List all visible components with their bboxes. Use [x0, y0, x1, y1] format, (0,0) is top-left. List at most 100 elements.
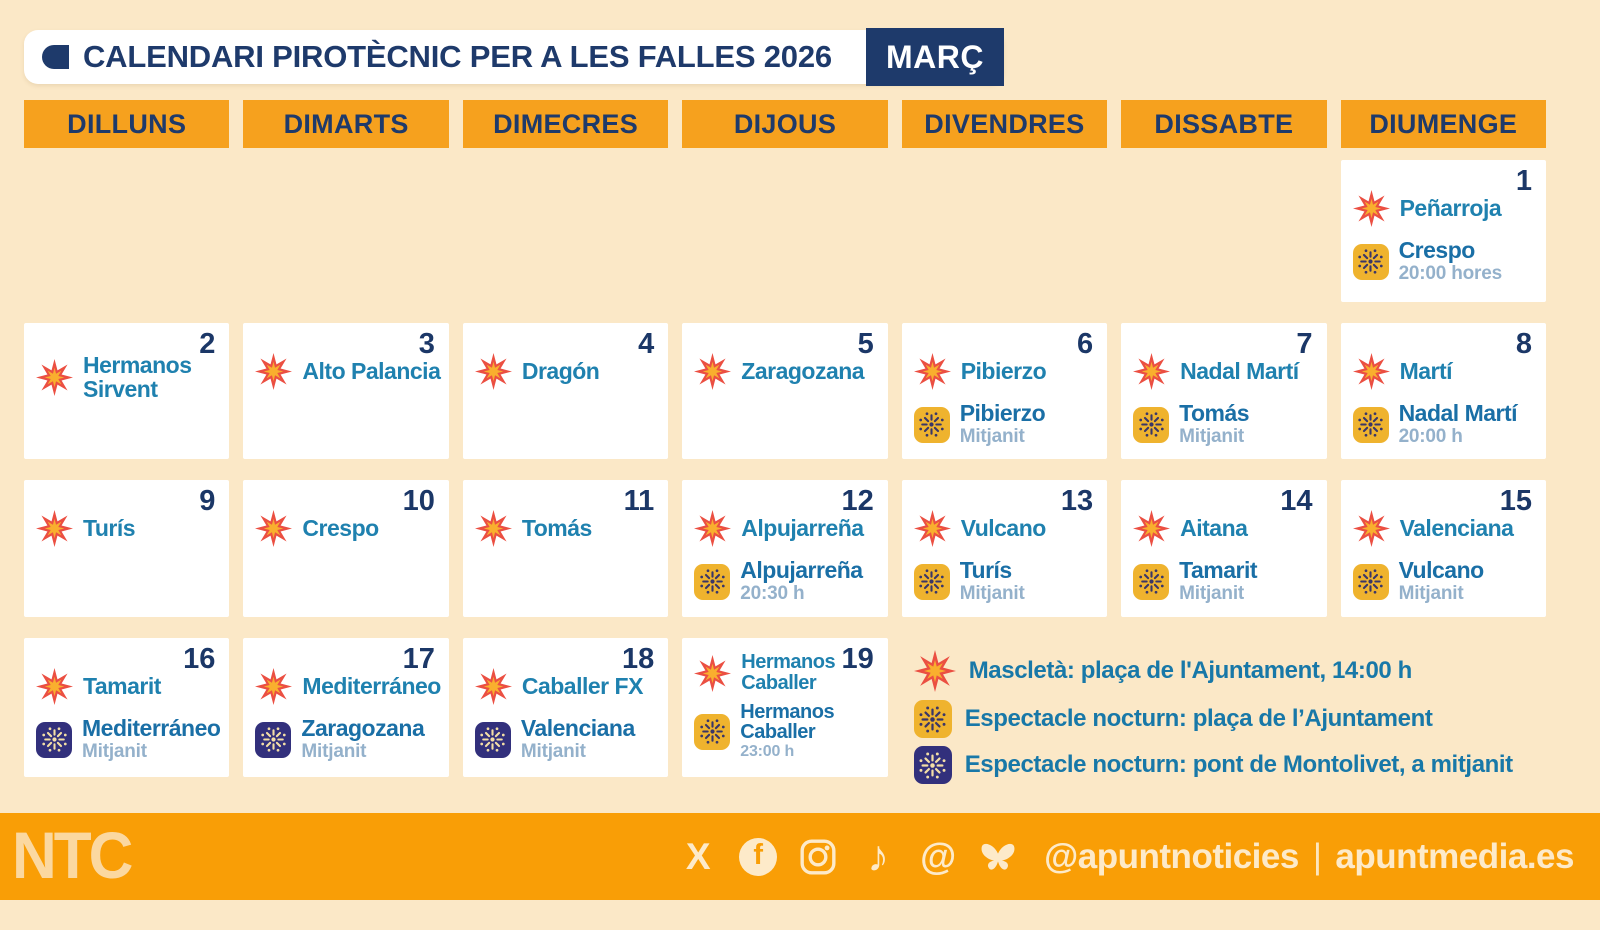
day-cell-17: 17 Mediterráneo Zaragozana Mitjanit: [243, 638, 449, 777]
mascleta-star-icon: [255, 668, 292, 705]
day-cell-8: 8 Martí Nadal Martí 20:00 h: [1340, 323, 1546, 459]
mascleta-event: Tomás: [475, 510, 660, 547]
day-cell-6: 6 Pibierzo Pibierzo Mitjanit: [901, 323, 1108, 459]
nocturn-fireworks-icon: [913, 406, 950, 443]
day-number: 2: [199, 328, 216, 360]
day-cell-3: 3 Alto Palancia: [243, 323, 449, 459]
day-cell-18: 18 Caballer FX Valenciana Mitjanit: [462, 638, 669, 777]
mascleta-star-icon: [1353, 190, 1390, 227]
page-title: CALENDARI PIROTÈCNIC PER A LES FALLES 20…: [83, 39, 832, 74]
website-text: apuntmedia.es: [1335, 836, 1574, 876]
mascleta-star-icon: [914, 353, 951, 390]
month-badge: MARÇ: [866, 28, 1004, 86]
nocturn-fireworks-icon: [1352, 563, 1389, 600]
day-cell-11: 11 Tomás: [462, 480, 669, 617]
weekday-dimarts: DIMARTS: [243, 100, 449, 148]
day-cell-12: 12 Alpujarreña Alpujarreña 20:30 h: [682, 480, 888, 617]
nocturn-event: Zaragozana Mitjanit: [255, 717, 440, 763]
mascleta-star-icon: [36, 359, 73, 396]
nocturn-event: Tomás Mitjanit: [1133, 402, 1318, 448]
nocturn-fireworks-icon: [1133, 406, 1170, 443]
nocturn-event: Alpujarreña 20:30 h: [694, 559, 879, 605]
mascleta-event: Nadal Martí: [1133, 353, 1318, 390]
legend-mascleta: Mascletà: plaça de l'Ajuntament, 14:00 h: [914, 650, 1546, 692]
nocturn-montolivet-icon: [36, 721, 72, 758]
day-number: 3: [418, 328, 435, 360]
legend-nocturn-ajuntament: Espectacle nocturn: plaça de l’Ajuntamen…: [913, 700, 1546, 738]
nocturn-montolivet-icon: [913, 746, 952, 784]
day-cell-2: 2 Hermanos Sirvent: [24, 323, 230, 459]
mascleta-event: Dragón: [475, 353, 660, 390]
day-number: 12: [841, 485, 874, 517]
mascleta-star-icon: [475, 353, 512, 390]
day-number: 5: [857, 328, 874, 360]
weekday-dissabte: DISSABTE: [1121, 100, 1327, 148]
nocturn-event: Nadal Martí 20:00 h: [1352, 402, 1538, 448]
day-cell-16: 16 Tamarit Mediterráneo Mitjanit: [24, 638, 230, 777]
nocturn-event: Vulcano Mitjanit: [1352, 559, 1538, 605]
weekday-diumenge: DIUMENGE: [1340, 100, 1546, 148]
day-cell-15: 15 Valenciana Vulcano Mitjanit: [1340, 480, 1546, 617]
mascleta-event: Martí: [1353, 353, 1538, 390]
x-icon: X: [685, 836, 711, 877]
mascleta-event: Vulcano: [914, 510, 1099, 547]
day-cell-7: 7 Nadal Martí Tomás Mitjanit: [1121, 323, 1327, 459]
day-number: 19: [841, 643, 874, 675]
nocturn-fireworks-icon: [1133, 563, 1170, 600]
nocturn-fireworks-icon: [1352, 406, 1389, 443]
facebook-icon: f: [738, 837, 778, 877]
title-bar: CALENDARI PIROTÈCNIC PER A LES FALLES 20…: [24, 28, 1004, 86]
separator: |: [1312, 836, 1322, 876]
mascleta-star-icon: [914, 650, 956, 692]
day-cell-1: 1 Peñarroja Crespo 20:00 hores: [1340, 160, 1546, 302]
nocturn-event: Crespo 20:00 hores: [1352, 239, 1538, 285]
mascleta-star-icon: [255, 510, 292, 547]
mascleta-event: Tamarit: [36, 668, 221, 705]
mascleta-star-icon: [1353, 510, 1390, 547]
mascleta-event: Zaragozana: [694, 353, 879, 390]
mascleta-star-icon: [36, 510, 73, 547]
ntc-logo: NTC: [12, 819, 133, 893]
day-number: 14: [1280, 485, 1313, 517]
mascleta-event: Caballer FX: [475, 668, 660, 705]
social-handle: @apuntnoticies | apuntmedia.es: [1044, 837, 1574, 877]
weekday-dimecres: DIMECRES: [462, 100, 669, 148]
day-cell-9: 9 Turís: [24, 480, 230, 617]
nocturn-event: Tamarit Mitjanit: [1133, 559, 1318, 605]
nocturn-fireworks-icon: [913, 563, 950, 600]
mascleta-event: Aitana: [1133, 510, 1318, 547]
nocturn-montolivet-icon: [474, 721, 511, 758]
calendar-grid: 1 Peñarroja Crespo 20:00 hores 2 Hermanos…: [24, 160, 1546, 784]
day-cell-19: 19 Hermanos Caballer Hermanos Caballer 23…: [682, 638, 888, 777]
legend: Mascletà: plaça de l'Ajuntament, 14:00 h…: [902, 638, 1546, 784]
day-number: 8: [1515, 328, 1532, 360]
nocturn-event: Valenciana Mitjanit: [474, 717, 660, 763]
mascleta-event: Mediterráneo: [255, 668, 441, 705]
nocturn-montolivet-icon: [255, 721, 292, 758]
day-number: 17: [402, 643, 435, 675]
legend-nocturn-montolivet: Espectacle nocturn: pont de Montolivet, …: [913, 746, 1546, 784]
day-cell-10: 10 Crespo: [243, 480, 449, 617]
instagram-icon: [798, 837, 838, 877]
weekday-dilluns: DILLUNS: [24, 100, 230, 148]
mascleta-star-icon: [914, 510, 951, 547]
nocturn-event: Hermanos Caballer 23:00 h: [694, 702, 879, 761]
day-number: 6: [1077, 328, 1094, 360]
mascleta-star-icon: [694, 655, 731, 692]
mascleta-event: Hermanos Caballer: [694, 652, 879, 694]
day-cell-13: 13 Vulcano Turís Mitjanit: [901, 480, 1108, 617]
day-number: 18: [622, 643, 655, 675]
nocturn-event: Mediterráneo Mitjanit: [36, 717, 221, 763]
mascleta-star-icon: [1133, 510, 1170, 547]
bluesky-butterfly-icon: [978, 837, 1018, 877]
weekday-divendres: DIVENDRES: [901, 100, 1108, 148]
day-number: 4: [638, 328, 655, 360]
day-cell-5: 5 Zaragozana: [682, 323, 888, 459]
day-number: 15: [1499, 485, 1532, 517]
mascleta-star-icon: [255, 353, 292, 390]
nocturn-fireworks-icon: [913, 700, 952, 738]
nocturn-event: Turís Mitjanit: [913, 559, 1099, 605]
mascleta-event: Crespo: [255, 510, 440, 547]
mascleta-event: Pibierzo: [914, 353, 1099, 390]
day-number: 10: [402, 485, 435, 517]
